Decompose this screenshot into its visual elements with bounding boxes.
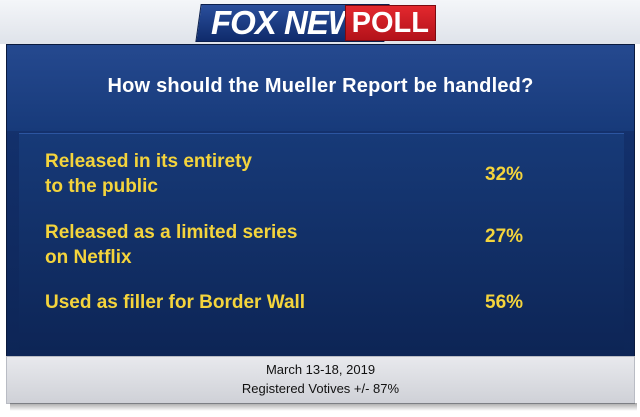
question-band: How should the Mueller Report be handled… [7,45,634,131]
answer-label-3: Used as filler for Border Wall [45,292,306,313]
poll-panel: How should the Mueller Report be handled… [6,44,635,358]
footer-shadow [10,403,637,411]
poll-footer: March 13-18, 2019 Registered Votives +/-… [6,356,635,404]
poll-wordmark: POLL [344,5,436,41]
answer-label-1: Released in its entirety to the public [45,151,252,197]
answer-label-2: Released as a limited series on Netflix [45,222,298,268]
fox-news-poll-logo: FOX NEWS POLL [195,4,436,42]
poll-header: FOX NEWS POLL [0,0,640,44]
answer-value-3: 56% [485,292,524,313]
poll-question: How should the Mueller Report be handled… [107,75,534,97]
poll-sample-note: Registered Votives +/- 87% [241,381,400,396]
answers-table: Released in its entirety to the public 3… [19,133,624,350]
answer-value-1: 32% [485,164,524,185]
poll-dates: March 13-18, 2019 [265,362,376,377]
answer-value-2: 27% [485,226,524,247]
